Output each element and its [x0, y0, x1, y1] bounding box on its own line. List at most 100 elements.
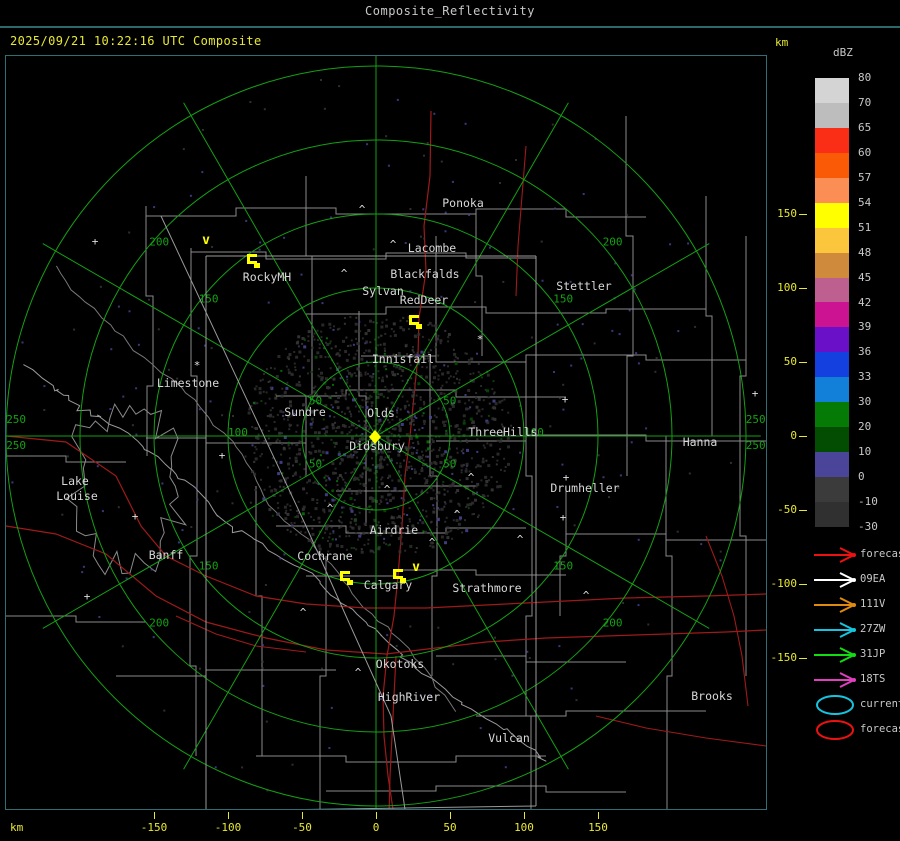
colorbar-segment: [815, 252, 849, 278]
map-city-label: Louise: [56, 489, 98, 503]
map-city-label: Olds: [367, 406, 395, 420]
x-axis-tick-label: 150: [588, 821, 608, 834]
colorbar-tick-label: 48: [858, 245, 872, 259]
map-city-label: Sundre: [284, 405, 326, 419]
range-ring-label: 250: [6, 413, 26, 426]
vector-legend-label: 18TS: [860, 673, 886, 685]
map-symbol-marker: *: [194, 359, 201, 372]
range-ring-label: 200: [149, 236, 169, 249]
x-axis-tick: [228, 812, 229, 819]
range-ring-label: 150: [553, 292, 573, 305]
colorbar-tick-label: 39: [858, 320, 872, 334]
map-city-label: Airdrie: [370, 523, 419, 537]
y-axis-tick-label: -50: [777, 503, 797, 516]
colorbar-segment: [815, 202, 849, 228]
map-city-label: Sylvan: [362, 284, 404, 298]
x-axis-tick: [524, 812, 525, 819]
vector-legend-row: 09EA: [812, 568, 900, 593]
x-axis-tick: [450, 812, 451, 819]
map-symbol-marker: ^: [341, 267, 348, 280]
colorbar-segment: [815, 377, 849, 403]
colorbar-segment: [815, 352, 849, 378]
map-city-label: Limestone: [157, 376, 219, 390]
range-ring-label: 250: [746, 439, 766, 452]
vector-legend-row: 18TS: [812, 668, 900, 693]
colorbar-tick-label: 42: [858, 295, 872, 309]
y-axis-tick-label: -100: [770, 577, 798, 590]
map-symbol-marker: +: [563, 471, 570, 484]
window-title: Composite_Reflectivity: [365, 4, 535, 18]
storm-vector-arrow-icon: [812, 593, 858, 618]
vector-legend: forecast 09EA 111V 27ZW: [812, 543, 900, 743]
map-city-label: Ponoka: [442, 196, 484, 210]
radar-plot-panel[interactable]: 250 250 250 250 200 200 200 200 150 150 150 150 100 1…: [5, 55, 767, 810]
storm-vector-arrow-icon: [812, 618, 858, 643]
colorbar-segment: [815, 452, 849, 477]
y-axis-tick: [799, 658, 807, 659]
colorbar-tick-label: 80: [858, 71, 872, 84]
colorbar-segment: [815, 477, 849, 502]
x-axis-tick-label: -150: [140, 821, 168, 834]
map-symbol-marker: +: [752, 387, 759, 400]
colorbar-tick-label: 65: [858, 120, 872, 134]
map-symbol-marker: ^: [355, 666, 362, 679]
colorbar-segment: [815, 127, 849, 153]
map-symbol-marker: ^: [327, 502, 334, 515]
map-symbol-marker: ^: [583, 589, 590, 602]
vector-legend-label: 31JP: [860, 648, 886, 660]
colorbar-tick-label: 33: [858, 370, 872, 384]
x-axis-tick-label: -50: [292, 821, 312, 834]
range-ring-label: 50: [309, 395, 322, 408]
vector-legend-row: current: [812, 693, 900, 718]
vector-legend-row: forecast: [812, 718, 900, 743]
colorbar-tick-label: 70: [858, 95, 872, 109]
map-city-label: Blackfalds: [390, 267, 459, 281]
colorbar-segment: [815, 302, 849, 328]
colorbar-tick-label: 51: [858, 220, 872, 234]
y-axis-tick-label: 0: [790, 429, 797, 442]
y-axis-unit-label: km: [775, 36, 789, 49]
colorbar-segment: [815, 277, 849, 303]
storm-cell-marker: [393, 569, 406, 583]
vector-legend-label: 09EA: [860, 573, 886, 585]
y-axis-tick-label: 100: [777, 281, 797, 294]
colorbar-tick-label: 54: [858, 195, 872, 209]
radar-plot-clip: 250 250 250 250 200 200 200 200 150 150 150 150 100 1…: [6, 56, 766, 809]
map-symbol-marker: *: [477, 333, 484, 346]
map-city-label: Banff: [149, 548, 184, 562]
map-symbol-marker: ^: [300, 606, 307, 619]
y-axis-tick-label: 50: [783, 355, 797, 368]
storm-vector-arrow-icon: [812, 568, 858, 593]
colorbar-tick-label: -30: [858, 520, 878, 533]
colorbar-segment: [815, 327, 849, 353]
map-city-label: Didsbury: [349, 439, 404, 453]
map-symbol-marker: ^: [390, 238, 397, 251]
x-axis-tick: [598, 812, 599, 819]
colorbar-segment: [815, 102, 849, 128]
x-axis-tick: [154, 812, 155, 819]
x-axis-unit-label: km: [10, 821, 24, 834]
colorbar-tick-label: 10: [858, 445, 872, 459]
map-city-label: Cochrane: [297, 549, 352, 563]
range-ring-label: 50: [443, 457, 456, 470]
x-axis-tick-label: 0: [372, 821, 380, 834]
map-symbol-marker: ^: [468, 471, 475, 484]
storm-vector-marker: v: [202, 233, 210, 248]
map-symbol-marker: ^: [359, 203, 366, 216]
colorbar-tick-label: -10: [858, 495, 878, 509]
colorbar-tick-label: 0: [858, 470, 865, 484]
vector-legend-label: forecast: [860, 548, 900, 560]
storm-cell-marker: [247, 254, 260, 268]
storm-cell-marker: [340, 571, 353, 585]
range-ring-label: 250: [6, 439, 26, 452]
y-axis-tick: [799, 584, 807, 585]
x-axis-tick-label: -100: [214, 821, 242, 834]
map-city-label: Vulcan: [488, 731, 530, 745]
range-ring-label: 100: [524, 426, 544, 439]
window-title-bar: Composite_Reflectivity: [0, 0, 900, 28]
vector-legend-label: current: [860, 698, 900, 710]
dbz-colorbar: [815, 78, 849, 527]
map-city-label: ThreeHills: [468, 425, 537, 439]
map-city-label: Lake: [61, 474, 89, 488]
map-symbol-marker: ^: [429, 536, 436, 549]
